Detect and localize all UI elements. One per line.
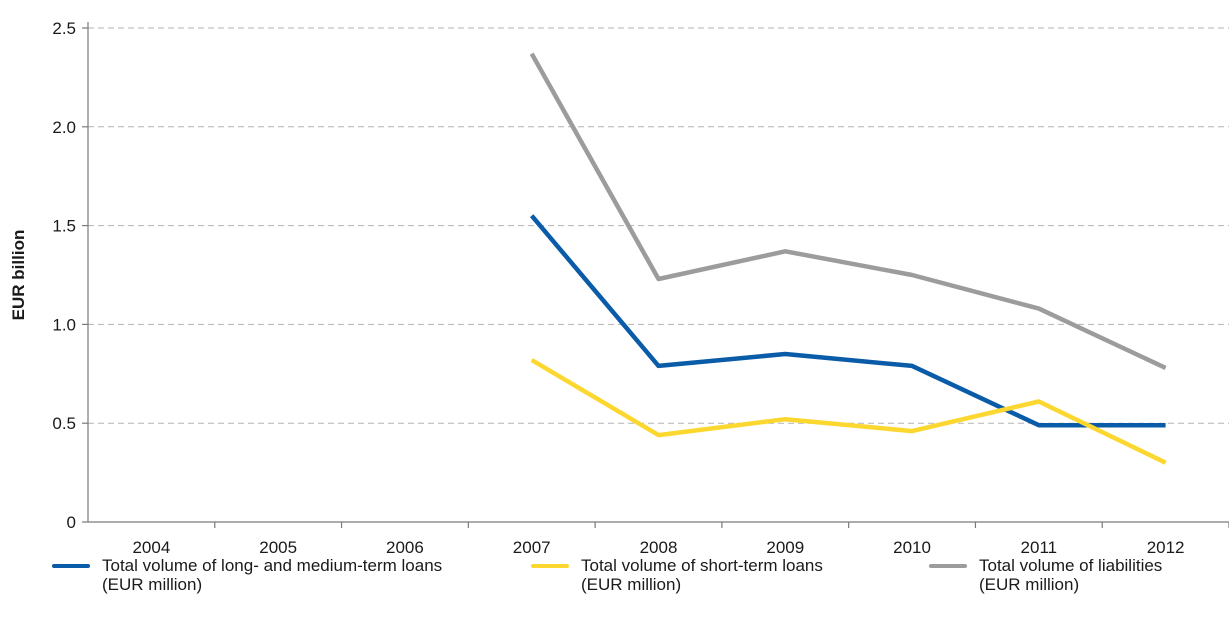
line-chart: 0 0.5 1.0 1.5 2.0 2.5 2004 2005 2006 2007 2008 2009… (9, 19, 1229, 556)
y-axis-title: EUR billion (9, 230, 28, 321)
y-tick-label-5: 2.5 (52, 19, 76, 38)
x-tick-label-2012: 2012 (1147, 538, 1185, 556)
x-tick-label-2010: 2010 (893, 538, 931, 556)
x-tick-label-2011: 2011 (1021, 538, 1058, 556)
series-lines (529, 52, 1167, 465)
legend-swatch-short-term-loans (531, 564, 569, 568)
legend-label-long-medium-term-loans: Total volume of long- and medium-term lo… (102, 556, 443, 594)
x-tick-label-2006: 2006 (386, 538, 424, 556)
series-line-0 (529, 214, 1166, 428)
y-tick-label-0: 0 (67, 513, 76, 532)
y-tick-label-1: 0.5 (52, 414, 76, 433)
x-tick-label-2007: 2007 (513, 538, 551, 556)
legend: Total volume of long- and medium-term lo… (0, 556, 1229, 622)
x-tick-label-2004: 2004 (132, 538, 170, 556)
y-tick-label-2: 1.0 (52, 315, 76, 334)
legend-item-liabilities: Total volume of liabilities (EUR million… (929, 556, 1162, 594)
legend-label-short-term-loans: Total volume of short-term loans (EUR mi… (581, 556, 823, 594)
series-line-2 (529, 52, 1167, 370)
legend-label-liabilities: Total volume of liabilities (EUR million… (979, 556, 1163, 594)
y-tick-label-3: 1.5 (52, 217, 76, 236)
tick-labels: 0 0.5 1.0 1.5 2.0 2.5 2004 2005 2006 2007 2008 2009… (52, 19, 1184, 556)
axes (82, 22, 1229, 528)
legend-item-long-medium-term-loans: Total volume of long- and medium-term lo… (52, 556, 442, 594)
y-tick-label-4: 2.0 (52, 118, 76, 137)
x-tick-label-2005: 2005 (259, 538, 297, 556)
series-line-1 (530, 358, 1167, 465)
legend-swatch-long-medium-term-loans (52, 564, 90, 568)
x-tick-label-2009: 2009 (766, 538, 804, 556)
legend-item-short-term-loans: Total volume of short-term loans (EUR mi… (531, 556, 823, 594)
legend-swatch-liabilities (929, 564, 967, 568)
x-tick-label-2008: 2008 (640, 538, 678, 556)
